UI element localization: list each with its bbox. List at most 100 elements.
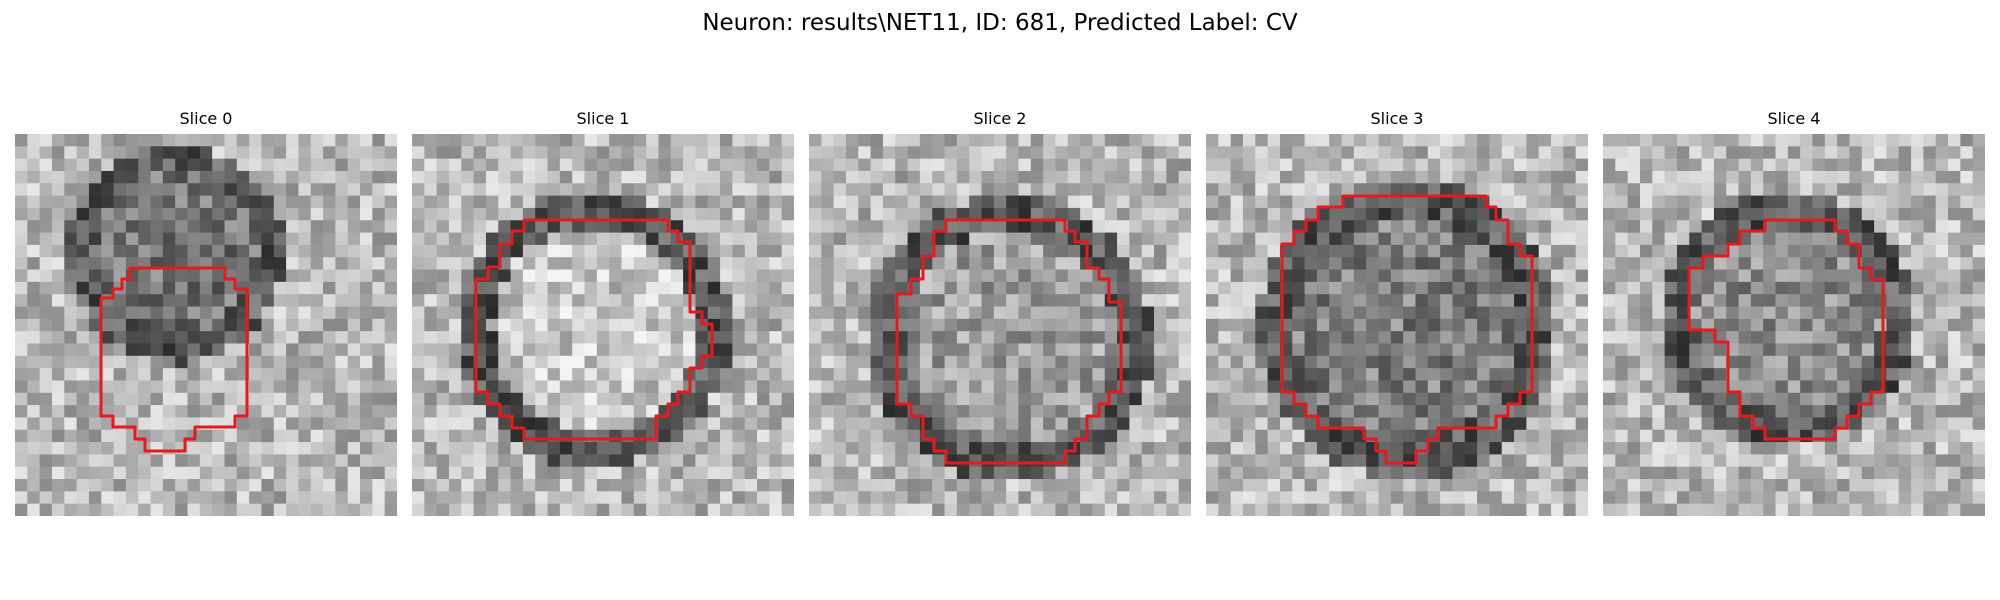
pixel	[15, 170, 28, 184]
pixel	[1886, 343, 1900, 357]
pixel	[448, 207, 462, 221]
pixel	[335, 491, 349, 505]
pixel	[485, 503, 499, 516]
pixel	[323, 281, 336, 295]
pixel	[1738, 380, 1752, 394]
pixel	[1861, 466, 1875, 480]
pixel	[27, 158, 41, 172]
pixel	[1575, 503, 1588, 516]
pixel	[125, 491, 139, 505]
pixel	[473, 146, 487, 160]
pixel	[347, 355, 361, 369]
pixel	[1812, 134, 1826, 147]
pixel	[1304, 257, 1318, 271]
pixel	[870, 429, 884, 443]
pixel	[212, 442, 226, 455]
pixel	[64, 392, 78, 406]
pixel	[249, 343, 263, 357]
pixel	[1267, 442, 1281, 455]
pixel	[1514, 220, 1527, 234]
pixel	[769, 195, 783, 209]
pixel	[1874, 220, 1888, 234]
pixel	[51, 405, 65, 419]
pixel	[261, 343, 275, 357]
pixel	[1575, 244, 1588, 258]
pixel	[535, 294, 549, 308]
pixel	[15, 479, 28, 492]
pixel	[412, 134, 425, 147]
pixel	[64, 232, 78, 246]
pixel	[956, 429, 970, 443]
pixel	[51, 491, 65, 505]
pixel	[1775, 503, 1789, 516]
pixel	[64, 207, 78, 221]
pixel	[101, 491, 115, 505]
pixel	[907, 368, 921, 382]
pixel	[1689, 170, 1703, 184]
pixel	[1627, 257, 1641, 271]
pixel	[1403, 170, 1417, 184]
pixel	[1898, 479, 1912, 492]
pixel	[310, 294, 324, 308]
pixel	[1316, 134, 1330, 147]
pixel	[683, 183, 697, 197]
pixel	[1341, 257, 1355, 271]
pixel	[1874, 257, 1888, 271]
pixel	[956, 454, 970, 468]
pixel	[1464, 158, 1478, 172]
pixel	[769, 183, 783, 197]
pixel	[781, 392, 794, 406]
pixel	[621, 281, 635, 295]
pixel	[424, 294, 438, 308]
pixel	[1689, 355, 1703, 369]
pixel	[27, 503, 41, 516]
pixel	[1837, 503, 1851, 516]
pixel	[809, 244, 822, 258]
pixel	[1800, 429, 1814, 443]
pixel	[76, 281, 90, 295]
pixel	[695, 220, 709, 234]
pixel	[187, 281, 201, 295]
pixel	[76, 170, 90, 184]
pixel	[757, 479, 770, 492]
pixel	[1292, 503, 1306, 516]
pixel	[1055, 281, 1069, 295]
pixel	[15, 343, 28, 357]
pixel	[1615, 281, 1629, 295]
pixel	[298, 429, 312, 443]
pixel	[1129, 220, 1143, 234]
pixel	[1104, 417, 1118, 431]
pixel	[27, 306, 41, 320]
pixel	[323, 269, 336, 283]
pixel	[833, 380, 847, 394]
pixel	[1055, 479, 1069, 492]
pixel	[683, 429, 697, 443]
pixel	[781, 269, 794, 283]
pixel	[732, 331, 746, 345]
pixel	[39, 503, 53, 516]
pixel	[1763, 195, 1777, 209]
pixel	[1055, 491, 1069, 505]
pixel	[1378, 269, 1392, 283]
pixel	[1117, 392, 1130, 406]
pixel	[461, 294, 475, 308]
pixel	[1366, 368, 1380, 382]
pixel	[633, 503, 647, 516]
pixel	[473, 170, 487, 184]
pixel	[1452, 368, 1466, 382]
pixel	[212, 466, 226, 480]
pixel	[1849, 466, 1863, 480]
pixel	[1218, 257, 1232, 271]
pixel	[1824, 134, 1838, 147]
pixel	[944, 368, 958, 382]
pixel	[1738, 146, 1752, 160]
pixel	[510, 503, 524, 516]
pixel	[1551, 343, 1564, 357]
pixel	[1923, 368, 1937, 382]
pixel	[1329, 491, 1343, 505]
pixel	[323, 183, 336, 197]
pixel	[1898, 368, 1912, 382]
pixel	[76, 195, 90, 209]
pixel	[1886, 466, 1900, 480]
pixel	[1689, 220, 1703, 234]
